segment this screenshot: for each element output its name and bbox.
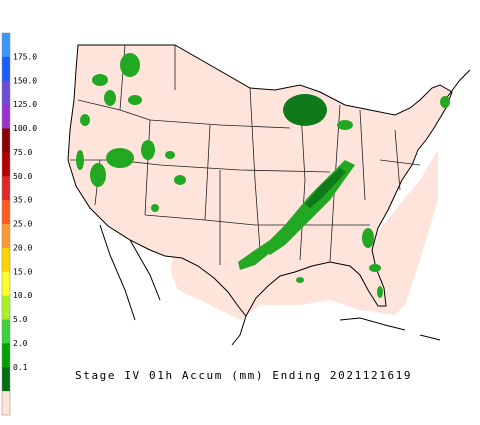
legend-swatch (2, 391, 10, 416)
legend-label: 75.0 (13, 148, 32, 157)
legend-swatch (2, 343, 10, 368)
legend-label: 5.0 (13, 315, 28, 324)
legend-swatch (2, 104, 10, 129)
legend-swatch (2, 33, 10, 58)
legend-label: 20.0 (13, 243, 32, 252)
legend-swatch (2, 200, 10, 225)
island-lines (339, 69, 471, 341)
legend-frame (1, 32, 11, 416)
legend-swatch (2, 271, 10, 297)
legend-label: 150.0 (13, 76, 37, 85)
legend-swatch (2, 80, 10, 106)
legend-swatch (2, 367, 10, 392)
legend-swatch (2, 319, 10, 344)
legend-swatch (2, 152, 10, 177)
legend: 175.0 150.0 125.0 100.0 75.0 50.0 35.0 25.0 20.0… (1, 32, 37, 416)
legend-swatch (2, 56, 10, 82)
legend-label: 175.0 (13, 52, 37, 61)
legend-label: 0.1 (13, 363, 28, 372)
legend-label: 100.0 (13, 124, 37, 133)
legend-label: 25.0 (13, 220, 32, 229)
legend-swatch (2, 128, 10, 153)
legend-swatch (2, 224, 10, 249)
caption: Stage IV 01h Accum (mm) Ending 202112161… (75, 369, 412, 382)
legend-label: 50.0 (13, 172, 32, 181)
legend-label: 10.0 (13, 291, 32, 300)
legend-label: 125.0 (13, 100, 37, 109)
legend-label: 15.0 (13, 267, 32, 276)
legend-swatch (2, 176, 10, 201)
legend-swatch (2, 295, 10, 320)
coast-lines (99, 224, 247, 346)
precip-areas (76, 53, 450, 298)
legend-label: 2.0 (13, 339, 28, 348)
legend-swatch (2, 247, 10, 273)
us-land (67, 44, 453, 317)
legend-label: 35.0 (13, 196, 32, 205)
state-borders (70, 44, 421, 265)
